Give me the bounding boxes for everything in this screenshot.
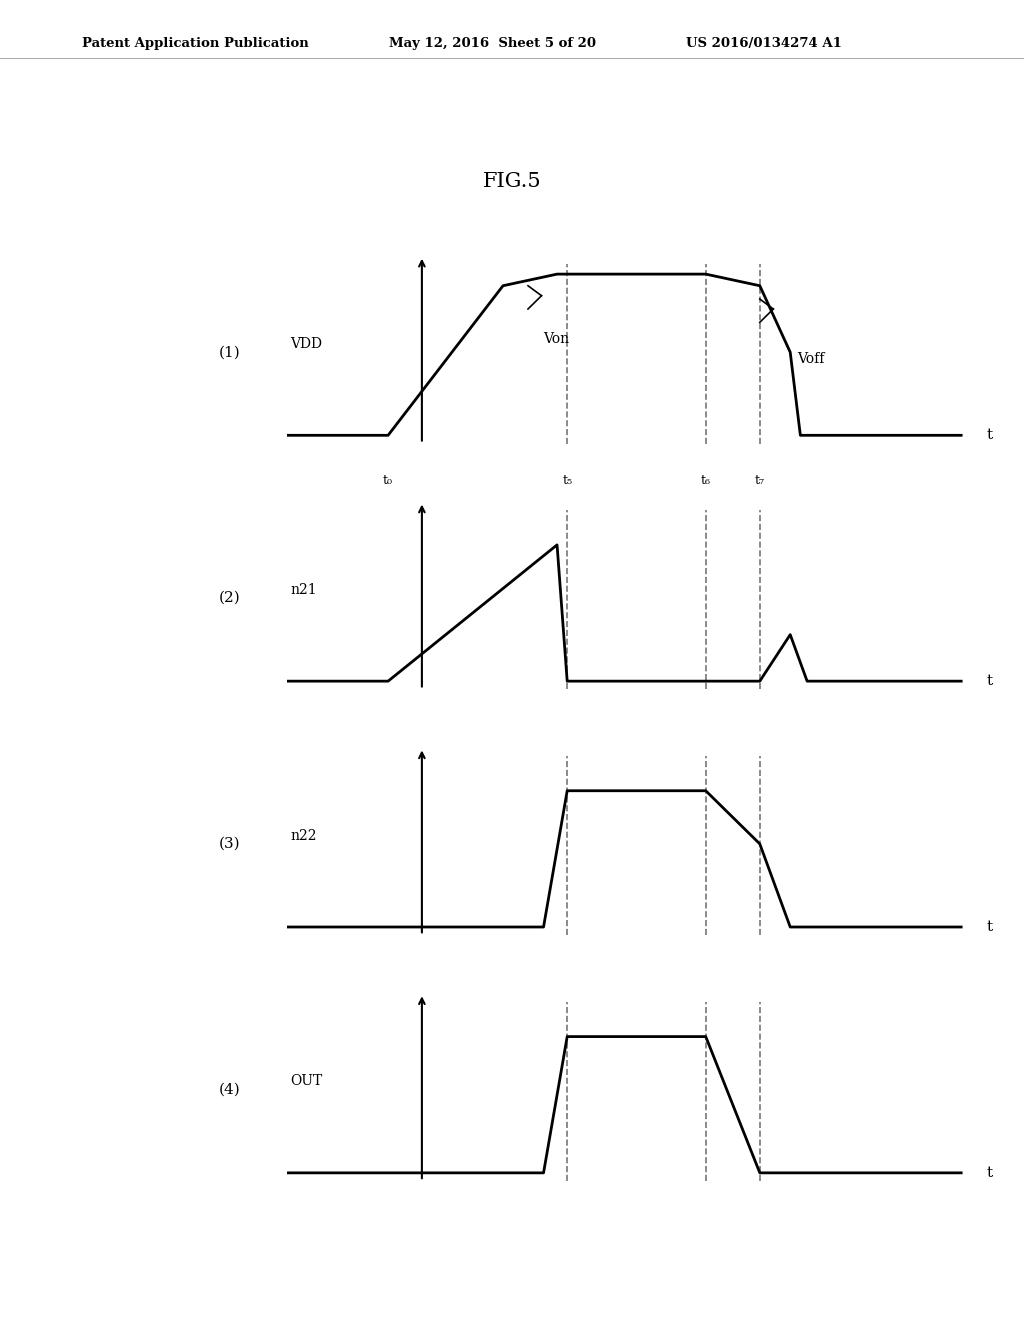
Text: VDD: VDD (290, 337, 323, 351)
Text: t: t (986, 920, 992, 935)
Text: t₇: t₇ (755, 474, 765, 487)
Text: May 12, 2016  Sheet 5 of 20: May 12, 2016 Sheet 5 of 20 (389, 37, 596, 50)
Text: t₅: t₅ (562, 474, 572, 487)
Text: Patent Application Publication: Patent Application Publication (82, 37, 308, 50)
Text: t: t (986, 428, 992, 442)
Text: OUT: OUT (290, 1074, 323, 1089)
Text: t: t (986, 675, 992, 688)
Text: t: t (986, 1166, 992, 1180)
Text: Voff: Voff (797, 352, 824, 366)
Text: t₀: t₀ (383, 474, 393, 487)
Text: US 2016/0134274 A1: US 2016/0134274 A1 (686, 37, 842, 50)
Text: (1): (1) (218, 346, 241, 359)
Text: (2): (2) (218, 591, 241, 605)
Text: n21: n21 (290, 582, 316, 597)
Text: Von: Von (544, 333, 569, 346)
Text: FIG.5: FIG.5 (482, 172, 542, 190)
Text: n22: n22 (290, 829, 316, 842)
Text: t₆: t₆ (700, 474, 711, 487)
Text: (4): (4) (218, 1082, 241, 1097)
Text: (3): (3) (218, 837, 240, 851)
